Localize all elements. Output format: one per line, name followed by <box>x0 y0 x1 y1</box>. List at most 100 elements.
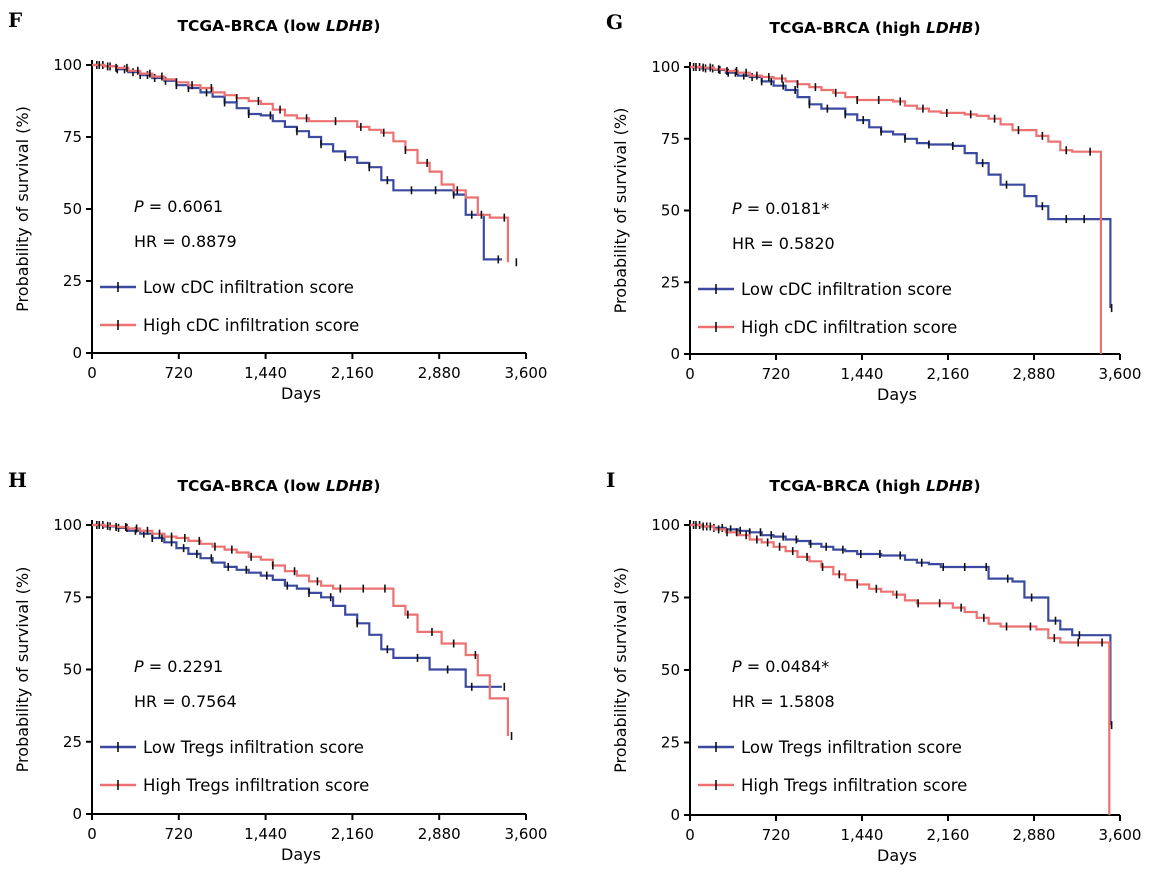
x-tick-label: 2,160 <box>331 825 374 843</box>
title-gene: LDHB <box>926 19 974 37</box>
title-gene: LDHB <box>926 477 974 495</box>
y-tick-label: 0 <box>72 805 82 823</box>
panel-letter: F <box>8 8 22 32</box>
y-tick-label: 100 <box>651 58 680 76</box>
y-axis-label: Probability of survival (%) <box>13 106 32 312</box>
x-tick-label: 1,440 <box>244 825 287 843</box>
hazard-ratio-text: HR = 1.5808 <box>732 692 835 711</box>
x-tick-label: 2,160 <box>927 826 970 844</box>
y-tick-label: 0 <box>72 344 82 362</box>
y-axis-label: Probability of survival (%) <box>611 567 630 773</box>
title-text: TCGA-BRCA (high <box>769 477 926 495</box>
panel-letter: H <box>8 468 27 492</box>
legend-label-low: Low cDC infiltration score <box>741 280 952 299</box>
p-value: = 0.0181* <box>742 199 830 218</box>
p-value: = 0.2291 <box>144 657 224 676</box>
y-tick-label: 0 <box>670 806 680 824</box>
panel-I: I TCGA-BRCA (high LDHB) 0 25 50 75 100 0 720 1,44… <box>606 468 1141 865</box>
legend-label-low: Low Tregs infiltration score <box>741 738 962 757</box>
p-value: = 0.0484* <box>742 657 830 676</box>
x-axis-label: Days <box>877 846 917 865</box>
survival-curve-high <box>690 65 1102 354</box>
title-text: TCGA-BRCA (low <box>177 477 325 495</box>
y-tick-label: 50 <box>63 200 82 218</box>
survival-curve-high <box>690 523 1111 815</box>
p-value-text: P = 0.0484* <box>732 657 829 676</box>
hazard-ratio-text: HR = 0.5820 <box>732 234 835 253</box>
x-tick-label: 3,600 <box>1099 365 1142 383</box>
chart-title: TCGA-BRCA (low LDHB) <box>177 477 380 495</box>
y-tick-label: 50 <box>661 202 680 220</box>
panel-H: H TCGA-BRCA (low LDHB) 0 25 50 75 100 0 720 1,440… <box>8 468 547 864</box>
y-tick-label: 25 <box>63 272 82 290</box>
y-axis-label: Probability of survival (%) <box>611 108 630 314</box>
x-tick-label: 2,160 <box>927 365 970 383</box>
x-tick-label: 2,880 <box>1013 365 1056 383</box>
x-tick-label: 0 <box>685 826 695 844</box>
title-gene: LDHB <box>326 17 374 35</box>
panel-F: F TCGA-BRCA (low LDHB) 0 25 50 75 100 0 720 1,440… <box>8 8 547 403</box>
x-tick-label: 720 <box>164 364 193 382</box>
y-tick-label: 100 <box>651 516 680 534</box>
x-tick-label: 1,440 <box>841 826 884 844</box>
hazard-ratio-text: HR = 0.8879 <box>134 232 237 251</box>
title-suffix: ) <box>974 477 981 495</box>
x-axis-label: Days <box>281 845 321 864</box>
legend-label-high: High cDC infiltration score <box>143 316 359 335</box>
x-tick-label: 1,440 <box>244 364 287 382</box>
survival-curve-low <box>690 65 1112 309</box>
x-tick-label: 2,880 <box>418 825 461 843</box>
y-tick-label: 0 <box>670 345 680 363</box>
p-value: = 0.6061 <box>144 197 224 216</box>
title-suffix: ) <box>373 477 380 495</box>
panel-letter: I <box>606 468 615 492</box>
x-tick-label: 0 <box>87 364 97 382</box>
y-tick-label: 75 <box>661 130 680 148</box>
p-label: P <box>134 197 144 216</box>
p-label: P <box>732 199 742 218</box>
survival-curve-low <box>92 63 502 261</box>
legend-label-high: High cDC infiltration score <box>741 318 957 337</box>
y-tick-label: 75 <box>63 128 82 146</box>
survival-curve-low <box>92 523 502 688</box>
title-text: TCGA-BRCA (high <box>769 19 926 37</box>
y-tick-label: 100 <box>53 516 82 534</box>
panel-letter: G <box>606 10 623 34</box>
title-suffix: ) <box>373 17 380 35</box>
hazard-ratio-text: HR = 0.7564 <box>134 692 237 711</box>
x-tick-label: 2,880 <box>418 364 461 382</box>
y-tick-label: 75 <box>63 588 82 606</box>
x-tick-label: 3,600 <box>505 364 548 382</box>
survival-curve-high <box>92 523 509 736</box>
y-tick-label: 75 <box>661 589 680 607</box>
chart-title: TCGA-BRCA (low LDHB) <box>177 17 380 35</box>
x-tick-label: 720 <box>762 365 791 383</box>
title-gene: LDHB <box>326 477 374 495</box>
y-axis-label: Probability of survival (%) <box>13 567 32 773</box>
y-tick-label: 25 <box>661 273 680 291</box>
x-tick-label: 2,160 <box>331 364 374 382</box>
title-text: TCGA-BRCA (low <box>177 17 325 35</box>
legend-label-high: High Tregs infiltration score <box>143 776 369 795</box>
p-value-text: P = 0.2291 <box>134 657 223 676</box>
survival-curve-high <box>92 63 509 263</box>
x-tick-label: 0 <box>87 825 97 843</box>
p-label: P <box>732 657 742 676</box>
legend-label-low: Low Tregs infiltration score <box>143 738 364 757</box>
title-suffix: ) <box>974 19 981 37</box>
p-value-text: P = 0.6061 <box>134 197 223 216</box>
x-tick-label: 2,880 <box>1013 826 1056 844</box>
y-tick-label: 100 <box>53 56 82 74</box>
p-label: P <box>134 657 144 676</box>
legend-label-high: High Tregs infiltration score <box>741 776 967 795</box>
y-tick-label: 50 <box>63 661 82 679</box>
x-tick-label: 3,600 <box>505 825 548 843</box>
y-tick-label: 50 <box>661 661 680 679</box>
x-tick-label: 0 <box>685 365 695 383</box>
chart-title: TCGA-BRCA (high LDHB) <box>769 19 980 37</box>
x-tick-label: 3,600 <box>1099 826 1142 844</box>
x-tick-label: 1,440 <box>841 365 884 383</box>
y-tick-label: 25 <box>661 734 680 752</box>
x-axis-label: Days <box>281 384 321 403</box>
